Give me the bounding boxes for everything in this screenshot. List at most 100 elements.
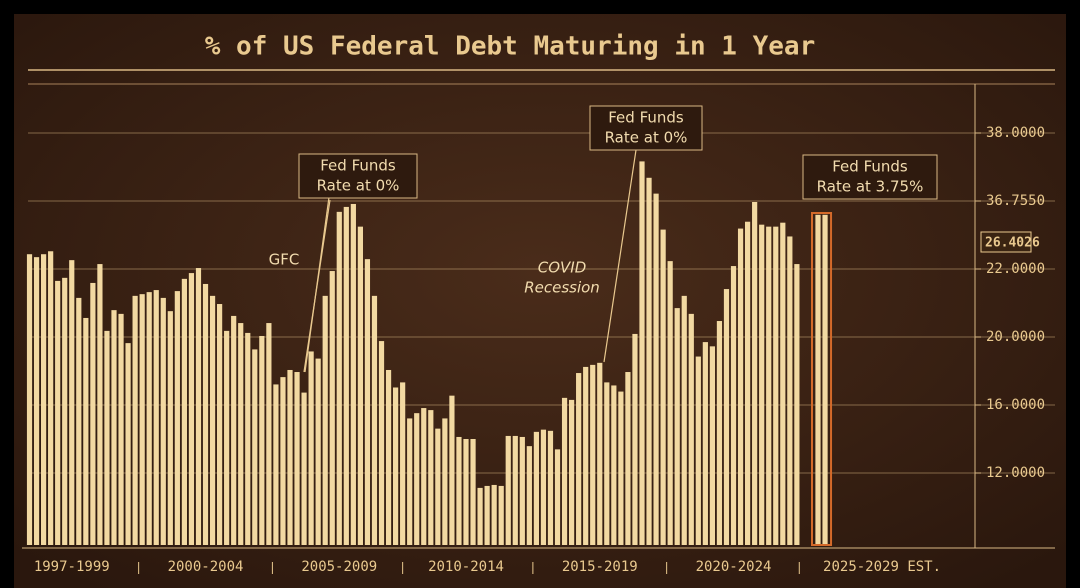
bar <box>266 323 272 545</box>
bar <box>111 310 117 545</box>
bar <box>217 304 223 545</box>
bar <box>470 439 476 545</box>
bar <box>730 266 737 545</box>
bar <box>132 295 138 545</box>
bar <box>104 330 110 545</box>
bar <box>329 271 335 545</box>
bar <box>533 431 539 545</box>
annotation-arrow <box>603 149 637 363</box>
highlight-label: 26.4026 <box>985 236 1040 251</box>
bar <box>153 290 159 545</box>
bar <box>231 315 237 545</box>
bar <box>188 273 195 545</box>
bar <box>674 308 680 545</box>
bar <box>41 254 47 546</box>
bar <box>540 429 547 545</box>
bar <box>569 399 575 545</box>
bar <box>716 321 723 545</box>
annotation: Fed Funds <box>832 158 908 176</box>
annotation-box <box>802 154 938 200</box>
bar <box>787 236 793 545</box>
bar <box>477 487 483 545</box>
bar <box>174 291 180 545</box>
bar <box>463 439 469 545</box>
bar <box>435 428 441 545</box>
bar <box>618 391 624 545</box>
annotation-box <box>589 105 703 151</box>
bar <box>815 214 821 545</box>
x-tick-label: 2020-2024 <box>696 559 772 575</box>
bar <box>294 372 300 545</box>
bar <box>646 177 652 545</box>
y-tick-label: 38.0000 <box>986 125 1045 141</box>
bar <box>660 229 666 545</box>
bar <box>400 382 406 545</box>
bar <box>350 203 356 546</box>
bar <box>737 228 744 545</box>
bar <box>547 430 554 545</box>
bar <box>653 193 659 545</box>
bar <box>393 387 399 545</box>
bar <box>224 330 230 545</box>
bar <box>139 294 145 545</box>
bar <box>301 392 307 545</box>
bar <box>287 369 293 545</box>
bar <box>702 342 708 545</box>
bar <box>209 295 216 545</box>
x-tick-label: 2025-2029 EST. <box>823 559 941 575</box>
bar <box>364 259 371 545</box>
bar <box>822 214 828 545</box>
bar <box>308 351 314 545</box>
highlight-box <box>980 231 1032 253</box>
x-tick-label: 2015-2019 <box>562 559 638 575</box>
bar <box>745 221 751 545</box>
bar <box>202 283 209 545</box>
bar <box>604 382 610 545</box>
bar <box>526 446 532 545</box>
bar <box>97 264 103 545</box>
bar <box>55 280 61 545</box>
bar <box>385 369 392 545</box>
bar <box>667 261 673 545</box>
y-tick-label: 36.7550 <box>986 193 1045 209</box>
bar <box>26 254 33 546</box>
bar <box>428 410 434 545</box>
bar <box>456 436 462 545</box>
chart-title: % of US Federal Debt Maturing in 1 Year <box>205 32 815 62</box>
bar <box>371 295 378 545</box>
bar <box>33 257 40 545</box>
bar <box>681 295 687 545</box>
bar <box>414 413 420 545</box>
bar <box>336 211 342 545</box>
bar <box>597 362 603 545</box>
bar <box>590 364 596 545</box>
bar <box>245 332 251 545</box>
bar <box>118 313 124 545</box>
x-tick-label: 2010-2014 <box>428 559 504 575</box>
bar <box>576 373 582 545</box>
bar <box>752 201 758 545</box>
bar <box>252 349 258 545</box>
bar <box>357 226 363 545</box>
bar <box>442 418 448 545</box>
x-tick-label: 2005-2009 <box>301 559 377 575</box>
annotation: Rate at 0% <box>605 129 688 147</box>
bar <box>484 485 490 545</box>
y-tick-label: 22.0000 <box>986 261 1045 277</box>
annotation: Fed Funds <box>320 157 396 175</box>
bar <box>421 408 427 545</box>
bar <box>259 335 265 545</box>
bar <box>561 397 568 545</box>
bar <box>766 226 772 545</box>
bar <box>611 385 617 545</box>
annotation-box <box>298 153 418 199</box>
bar <box>378 341 385 545</box>
bar <box>83 317 89 545</box>
bar <box>195 268 202 545</box>
bar <box>76 297 82 545</box>
bar <box>773 226 779 545</box>
bar <box>343 206 349 545</box>
bar <box>625 372 631 545</box>
bar <box>583 366 589 545</box>
